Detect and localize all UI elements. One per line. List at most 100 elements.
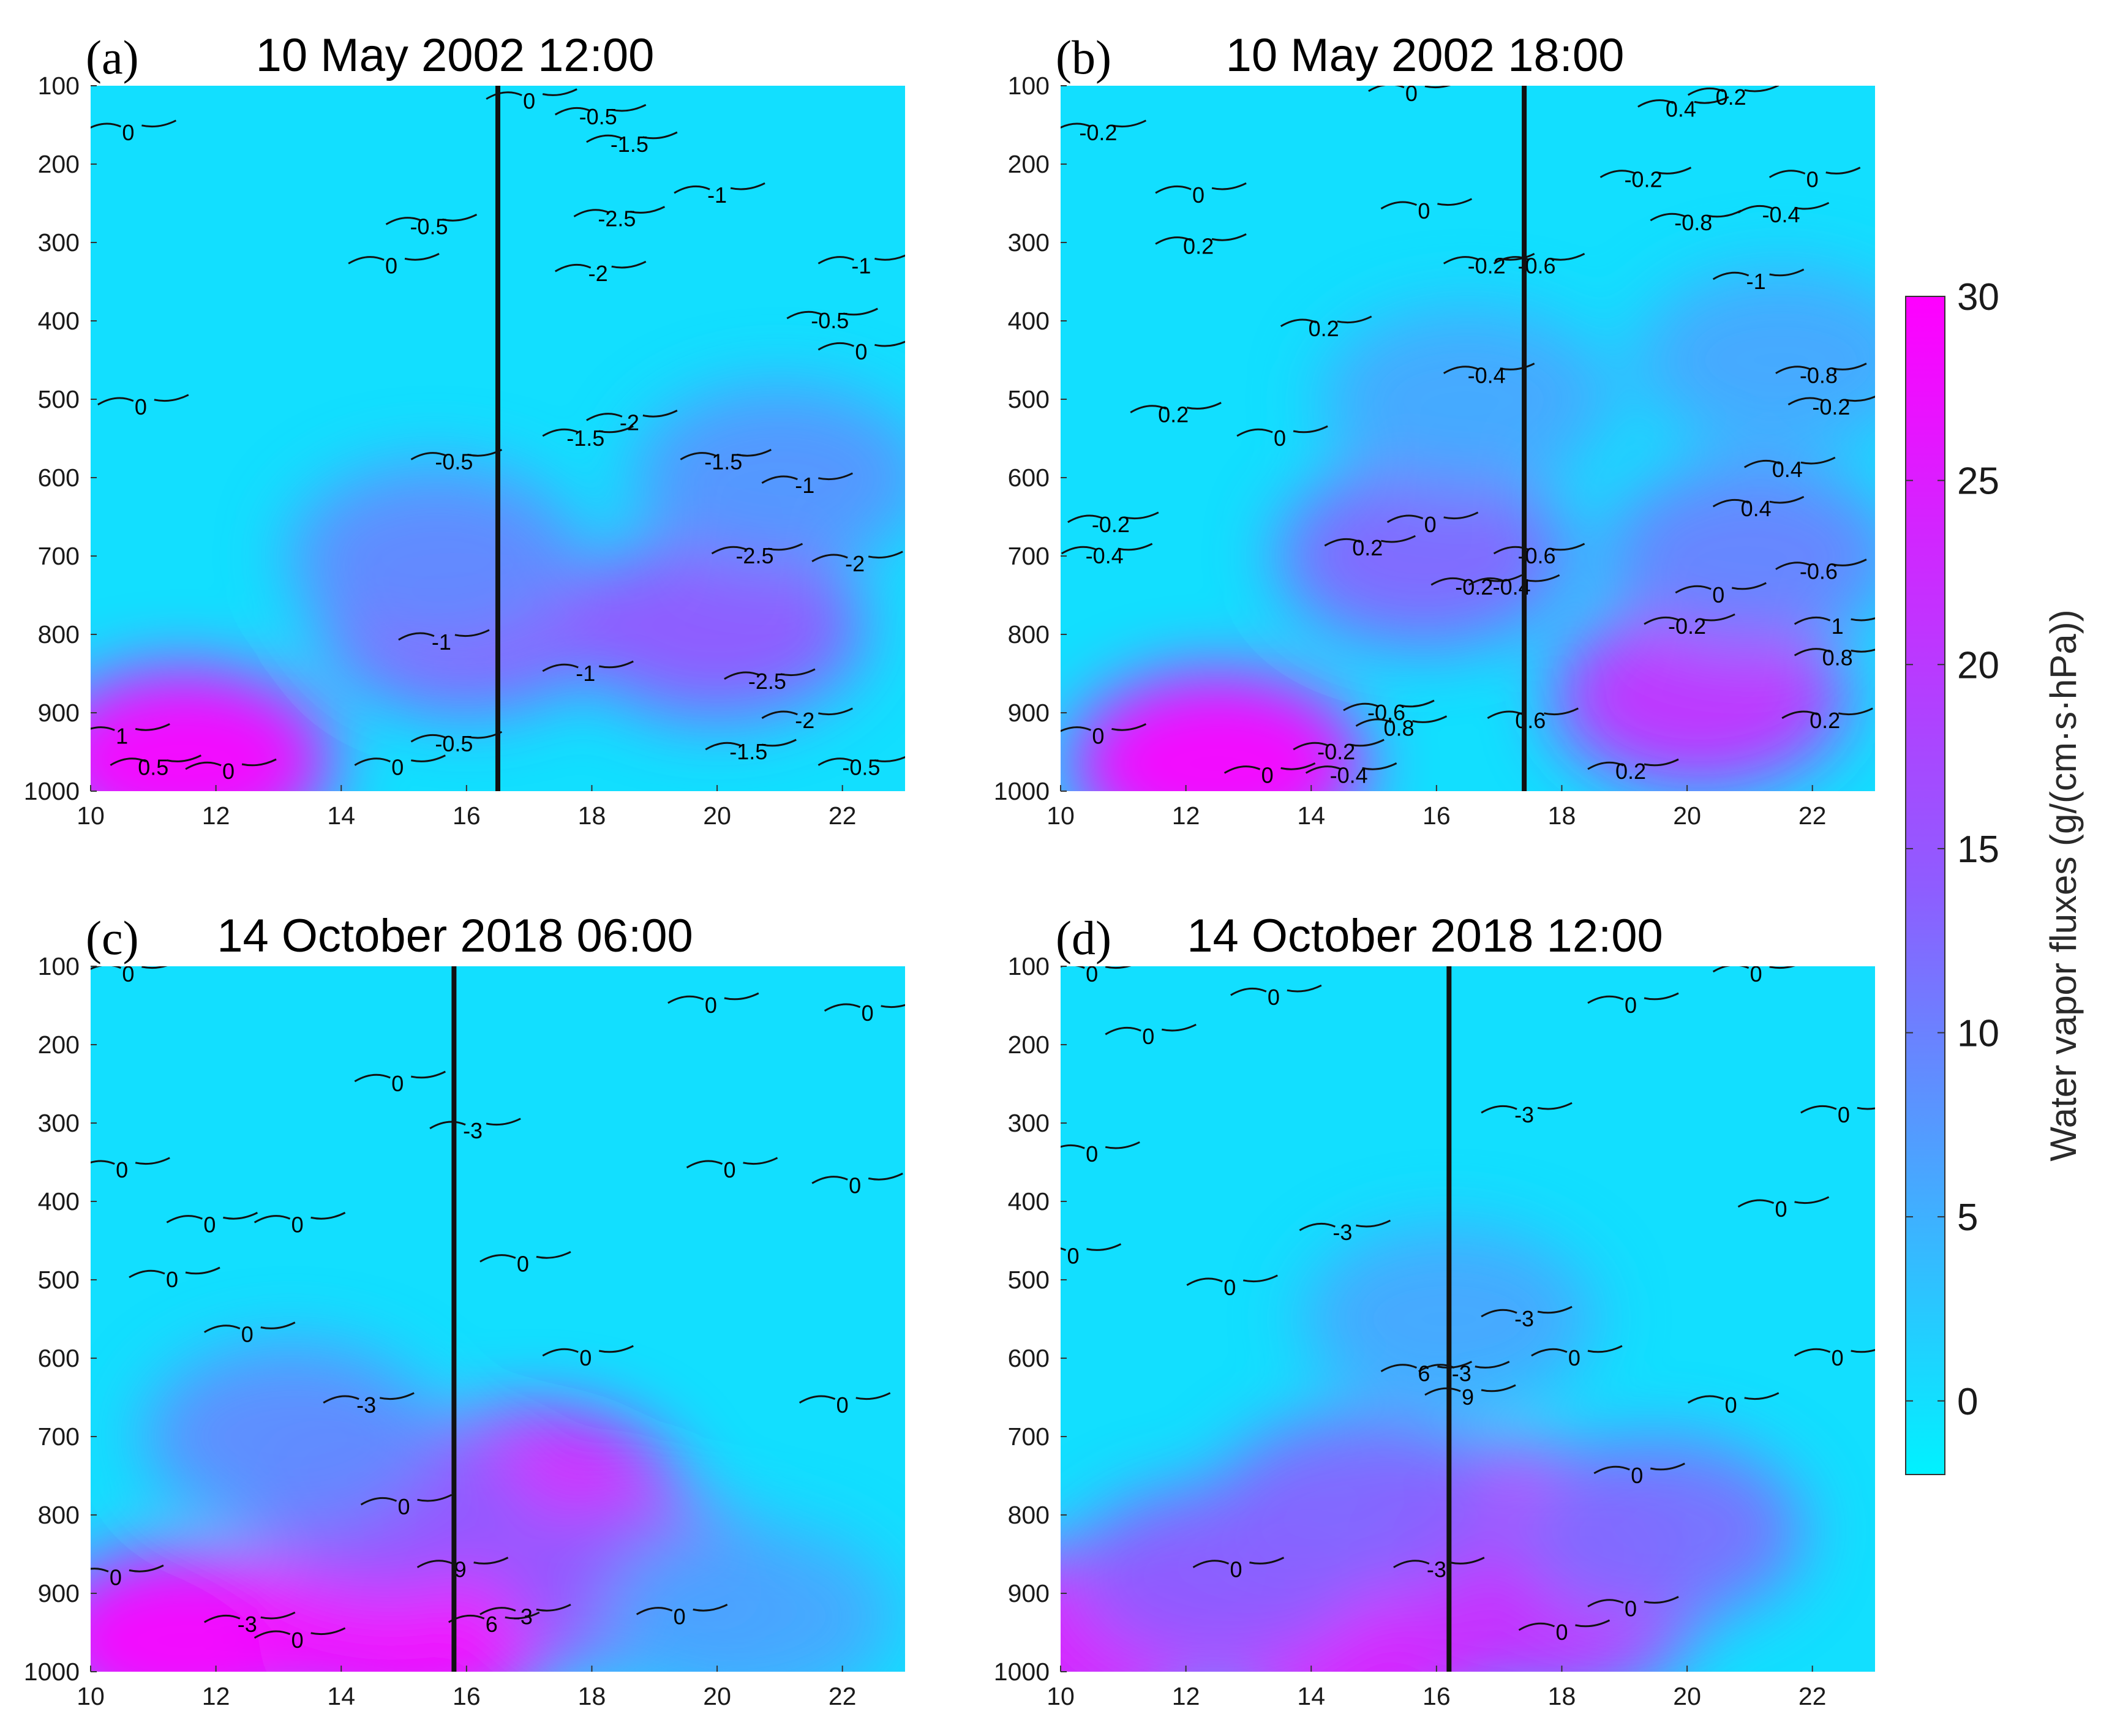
x-tick-label: 12 <box>202 1682 230 1710</box>
contour-line <box>1644 613 1735 625</box>
contour-line <box>479 1604 571 1615</box>
contour-label: 0 <box>203 1212 216 1237</box>
contour-label: 0 <box>1086 1141 1098 1167</box>
filled-contours <box>1070 268 1875 791</box>
contour-line <box>1305 762 1397 774</box>
contour-label: 0 <box>1750 961 1762 986</box>
contour-label: -3 <box>1427 1557 1446 1582</box>
contour-label: 0 <box>1230 1557 1242 1582</box>
y-tick-label: 600 <box>1008 1344 1050 1372</box>
contour-label: 0 <box>705 993 717 1018</box>
contour-line <box>398 629 490 641</box>
contour-line <box>354 1070 446 1083</box>
contour-line <box>1061 543 1153 555</box>
y-tick-label: 800 <box>38 620 80 648</box>
y-tick-label: 100 <box>38 72 80 100</box>
contour-line <box>360 1494 453 1506</box>
contour-label: 0 <box>1142 1024 1154 1049</box>
contour-label: 0 <box>135 394 147 419</box>
x-tick-label: 14 <box>327 1682 355 1710</box>
y-tick-label: 700 <box>1008 542 1050 570</box>
contour-label: -0.4 <box>1086 543 1124 568</box>
contour-line <box>817 756 905 766</box>
contour-line <box>1587 992 1679 1004</box>
y-tick-label: 200 <box>1008 150 1050 178</box>
contour-line <box>1061 966 1132 969</box>
contour-label: -0.2 <box>1079 120 1117 145</box>
x-tick-label: 22 <box>829 1682 857 1710</box>
axes: 10 12 14 16 18 20 22 100 200 300 400 500 600 700 800 90… <box>994 72 1827 830</box>
y-tick-label: 100 <box>1008 952 1050 980</box>
y-tick-label: 200 <box>38 1031 80 1059</box>
y-tick-label: 200 <box>38 150 80 178</box>
x-tick-label: 20 <box>703 802 731 830</box>
contour-line <box>1280 315 1372 328</box>
filled-contours <box>91 1345 896 1672</box>
x-tick-label: 18 <box>578 1682 606 1710</box>
contour-line <box>667 992 759 1004</box>
x-tick-label: 16 <box>453 802 481 830</box>
contour-labels: 0 0 0 0 -3 0 0 0 0 0 0 0 0 0 -3 0 0 9 6 -3 0 -3 0 0 <box>91 966 905 1653</box>
contour-line <box>166 1212 258 1223</box>
contour-line <box>486 88 577 100</box>
contour-label: -0.4 <box>1330 762 1368 787</box>
contour-label: 0 <box>1086 961 1098 986</box>
contour-line <box>91 1157 170 1165</box>
contour-label: -0.2 <box>1468 253 1506 278</box>
flux-region <box>1634 268 1875 452</box>
contour-label: -0.5 <box>435 731 473 756</box>
y-tick-label: 300 <box>1008 228 1050 257</box>
contour-line <box>129 1266 220 1279</box>
contour-line <box>686 1157 778 1169</box>
contour-line <box>1800 1105 1875 1114</box>
contour-label: 0 <box>1092 723 1104 748</box>
y-tick-label: 800 <box>1008 1501 1050 1529</box>
contour-label: 0 <box>1838 1102 1850 1127</box>
contour-line <box>91 966 168 970</box>
panel-title: 14 October 2018 06:00 <box>217 910 693 962</box>
contour-label: 0 <box>1631 1463 1643 1488</box>
contour-label: 1 <box>1832 614 1844 639</box>
contour-line <box>479 1251 571 1263</box>
y-tick-label: 1000 <box>994 1658 1050 1686</box>
contour-label: 0 <box>862 1001 874 1026</box>
x-tick-label: 22 <box>1798 1682 1827 1710</box>
contour-line <box>1587 758 1679 770</box>
contour-line <box>1380 1361 1473 1372</box>
contour-line <box>705 738 797 751</box>
colorbar-tick-label: 15 <box>1957 829 1999 871</box>
x-tick-label: 10 <box>77 1682 105 1710</box>
contour-line <box>1155 233 1247 245</box>
contour-label: 0 <box>1775 1197 1787 1222</box>
contour-line <box>1712 268 1805 280</box>
flux-region <box>1214 1415 1509 1599</box>
panel-b: 00.4 0.2-0.2-0.2 000 -0.8 -0.40.2-0.2 -0.6-10… <box>994 29 1875 830</box>
contour-line <box>1130 402 1222 413</box>
contour-label: -3 <box>356 1392 376 1418</box>
contour-label: 0 <box>110 1565 122 1590</box>
contour-label: 0 <box>1223 1275 1236 1300</box>
contour-line <box>1192 1557 1285 1568</box>
contour-line <box>761 472 853 484</box>
contour-label: 0 <box>517 1251 529 1276</box>
contour-line <box>786 307 878 320</box>
contour-line <box>636 1604 728 1615</box>
contour-label: 0 <box>1274 426 1286 451</box>
colorbar-tick-label: 25 <box>1957 460 1999 503</box>
contour-line <box>586 131 678 143</box>
contour-line <box>1775 558 1867 570</box>
contour-label: 0 <box>674 1604 686 1629</box>
contour-line <box>680 449 772 460</box>
contour-line <box>1061 119 1147 129</box>
contour-line <box>811 550 903 563</box>
contour-label: -1.5 <box>566 426 604 451</box>
contour-line <box>1424 1384 1516 1396</box>
panel-label: (b) <box>1056 31 1111 84</box>
contour-label: -2.5 <box>598 206 636 231</box>
contour-line <box>254 1627 346 1639</box>
contour-label: 0 <box>1568 1345 1580 1370</box>
x-tick-label: 18 <box>1548 802 1576 830</box>
contour-line <box>573 206 666 217</box>
contour-label: 6 <box>1418 1361 1430 1386</box>
contour-label: -2 <box>795 708 814 733</box>
